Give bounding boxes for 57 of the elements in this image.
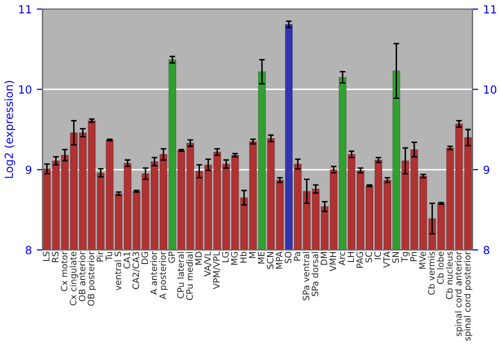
x-tick-label: OB anterior xyxy=(78,251,86,302)
x-tick-label: Cx cingulate xyxy=(70,252,78,306)
x-tick-label: LG xyxy=(222,252,229,262)
x-tick-label: SCN xyxy=(266,252,274,269)
x-tick-label: CA2/CA3 xyxy=(132,252,140,290)
x-tick-label: VMH xyxy=(330,252,336,272)
x-tick-label: Pn xyxy=(410,252,417,262)
x-tick-label: MG xyxy=(231,252,238,265)
x-tick-label: VTA xyxy=(383,251,390,268)
x-tick-label: IC xyxy=(374,252,381,260)
x-tick-label: DM xyxy=(320,252,328,265)
x-tick-label: SO xyxy=(284,252,292,264)
x-tick-label: Cb lobe xyxy=(436,252,444,284)
x-tick-label: LS xyxy=(42,252,50,261)
x-tick-label: RS xyxy=(52,252,58,262)
y2-tick-label: 8 xyxy=(484,246,490,254)
x-tick-label: LH xyxy=(348,252,354,262)
x-tick-label: VA/VL xyxy=(204,251,212,276)
x-tick-label: Pir xyxy=(96,251,104,262)
x-tick-label: MVe xyxy=(419,252,426,269)
x-tick-label: spinal cord posterior xyxy=(464,251,472,341)
y2-tick-label: 9 xyxy=(484,166,490,174)
x-tick-label: CPu medial xyxy=(186,252,193,300)
x-tick-label: Tg xyxy=(401,252,410,262)
x-tick-label: DG xyxy=(141,252,148,264)
x-tick-label: A anterior xyxy=(150,251,158,295)
x-tick-label: MPA xyxy=(276,251,282,269)
x-tick-label: SN xyxy=(392,252,399,263)
x-tick-label: Cx motor xyxy=(60,251,68,292)
y2-tick-label: 10 xyxy=(484,85,496,94)
x-tick-label: SC xyxy=(365,252,372,262)
x-tick-label: Pa xyxy=(294,252,300,261)
x-tick-label: OB posterior xyxy=(88,251,96,306)
x-tick-label: A posterior xyxy=(159,251,168,300)
x-tick-label: SPa ventral xyxy=(302,252,310,300)
x-tick-label: Cb vermis xyxy=(428,252,435,295)
x-tick-label: VPM/VPL xyxy=(213,251,220,290)
y-tick-label: 10 xyxy=(19,85,32,94)
y2-tick-label: 11 xyxy=(484,5,496,14)
x-tick-label: PAG xyxy=(356,252,364,268)
x-tick-label: spinal cord anterior xyxy=(454,251,464,336)
x-tick-label: Hb xyxy=(240,252,247,263)
x-tick-label: CA1 xyxy=(124,252,130,268)
x-tick-label: SPa dorsal xyxy=(311,252,318,296)
x-tick-label: M xyxy=(249,252,256,258)
x-tick-label: CPu lateral xyxy=(177,252,184,298)
x-tick-label: Arc xyxy=(338,252,346,266)
x-tick-label: MD xyxy=(195,252,202,265)
y-axis-title: Log2 (expression) xyxy=(4,80,16,178)
y-tick-label: 9 xyxy=(26,166,32,174)
y-tick-label: 11 xyxy=(19,5,32,14)
x-tick-label: Cb nucleus xyxy=(446,252,453,300)
x-tick-label: ME xyxy=(258,252,264,264)
x-tick-label: GP xyxy=(168,252,175,263)
x-tick-label: Tu xyxy=(106,252,112,261)
y-tick-label: 8 xyxy=(26,246,32,254)
x-tick-label: ventral S xyxy=(114,252,122,290)
